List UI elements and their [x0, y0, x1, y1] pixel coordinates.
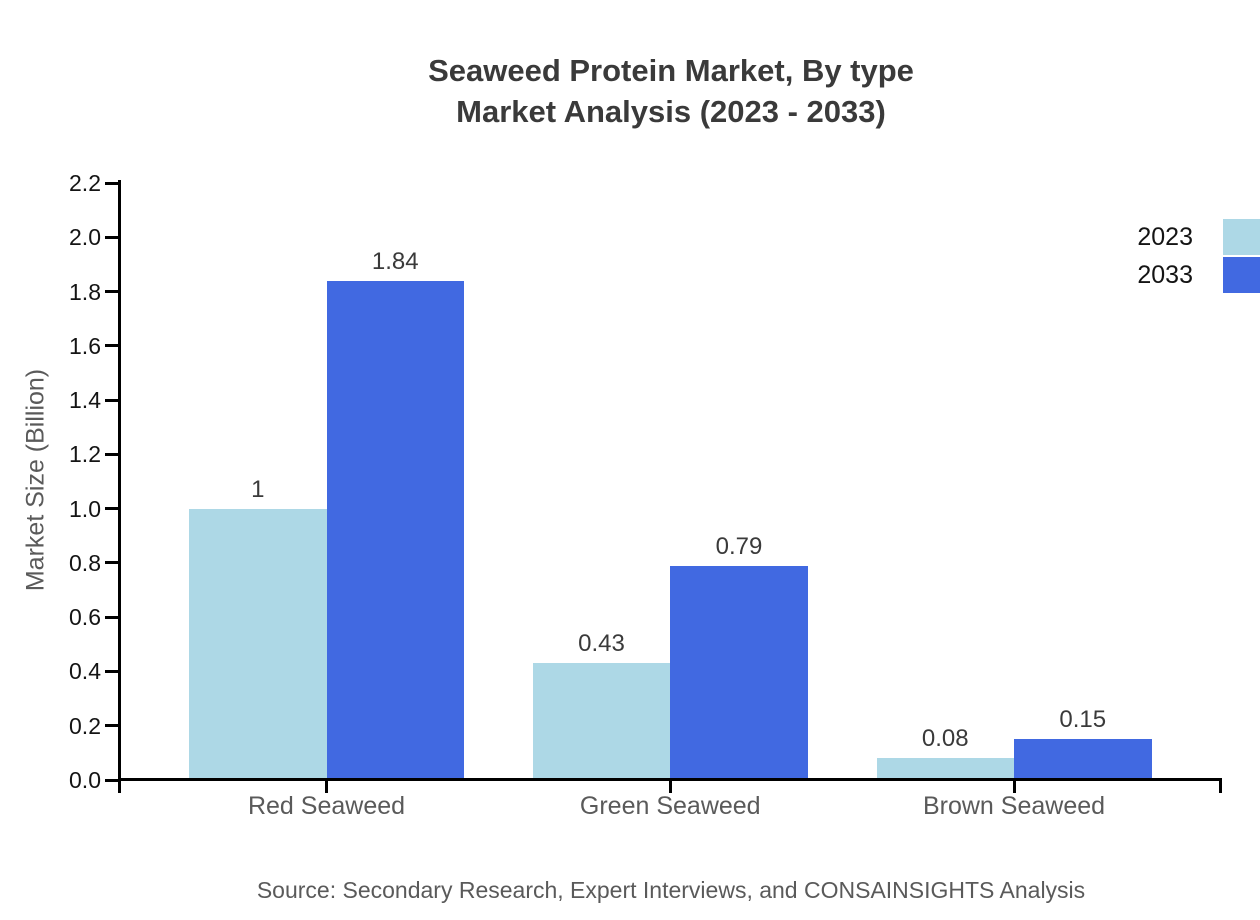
y-tick	[105, 561, 119, 565]
y-tick	[105, 724, 119, 728]
y-tick	[105, 398, 119, 402]
x-tick	[1012, 781, 1016, 793]
y-tick-label: 2.0	[69, 224, 101, 251]
y-tick	[105, 290, 119, 294]
legend-swatch-icon	[1223, 257, 1260, 293]
legend-label: 2023	[1137, 223, 1193, 251]
bar-value-label: 0.79	[715, 532, 763, 560]
bar-2033-red-seaweed	[326, 280, 464, 779]
bar-value-label: 1.84	[371, 247, 419, 275]
source-note: Source: Secondary Research, Expert Inter…	[256, 877, 1086, 903]
bar-2023-brown-seaweed	[876, 758, 1014, 779]
y-tick-label: 0.2	[69, 712, 101, 739]
chart-title: Seaweed Protein Market, By type Market A…	[120, 50, 1222, 132]
y-tick-label: 1.0	[69, 495, 101, 522]
y-tick-label: 1.8	[69, 278, 101, 305]
y-tick	[105, 669, 119, 673]
x-category-label: Red Seaweed	[247, 792, 406, 820]
x-tick	[325, 781, 328, 793]
y-tick	[105, 615, 119, 619]
y-tick	[105, 181, 119, 185]
x-category-label: Green Seaweed	[579, 792, 761, 820]
bar-value-label: 0.08	[921, 725, 969, 753]
legend-item-2033: 2033	[1137, 257, 1260, 293]
chart-title-line1: Seaweed Protein Market, By type	[428, 53, 914, 88]
x-axis-line	[118, 778, 1222, 781]
bar-2033-green-seaweed	[670, 565, 808, 779]
legend-label: 2033	[1137, 261, 1193, 289]
y-tick-label: 0.4	[69, 658, 101, 685]
y-tick	[105, 344, 119, 348]
bar-value-label: 1	[251, 475, 265, 503]
bar-value-label: 0.43	[578, 630, 625, 658]
y-axis-line	[118, 180, 121, 793]
y-tick-label: 0.8	[69, 549, 101, 576]
y-tick-label: 1.6	[69, 332, 101, 359]
y-tick-label: 0.6	[69, 604, 101, 631]
y-tick	[105, 507, 119, 511]
bar-2033-brown-seaweed	[1014, 739, 1152, 779]
y-tick	[105, 452, 119, 456]
legend-swatch-icon	[1223, 219, 1260, 255]
y-tick-label: 1.4	[69, 387, 101, 414]
legend-item-2023: 2023	[1137, 219, 1260, 255]
y-tick-label: 2.2	[69, 170, 101, 196]
y-tick	[105, 778, 119, 782]
y-tick-label: 0.0	[69, 767, 101, 793]
bar-2023-green-seaweed	[532, 663, 671, 779]
bar-2023-red-seaweed	[189, 508, 327, 779]
x-category-label: Brown Seaweed	[922, 792, 1106, 820]
y-tick	[105, 235, 119, 239]
x-tick	[668, 781, 672, 793]
y-tick-label: 1.2	[69, 441, 101, 468]
chart-title-line2: Market Analysis (2023 - 2033)	[456, 94, 886, 129]
bar-value-label: 0.15	[1059, 706, 1107, 734]
x-axis-end-tick	[1219, 778, 1222, 793]
legend: 2023 2033	[1137, 219, 1260, 295]
